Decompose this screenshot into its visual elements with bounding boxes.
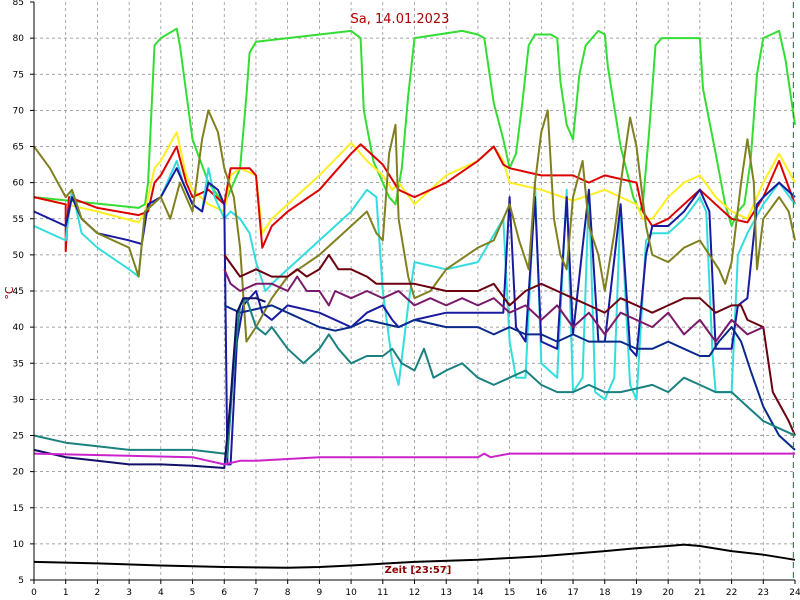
x-tick-label-1: 1 [63,588,69,598]
x-tick-label-0: 0 [31,588,37,598]
x-tick-label-17: 17 [567,588,578,598]
x-tick-label-19: 19 [631,588,643,598]
y-tick-label-35: 35 [13,359,24,369]
series-line-6 [33,109,796,343]
y-tick-label-75: 75 [13,70,24,80]
x-tick-label-6: 6 [221,588,227,598]
series-line-9 [223,304,796,451]
y-tick-label-25: 25 [13,432,24,442]
y-tick-label-5: 5 [18,576,24,586]
x-tick-label-7: 7 [253,588,259,598]
x-tick-label-24: 24 [789,588,800,598]
x-tick-label-4: 4 [158,588,164,598]
x-tick-label-2: 2 [95,588,101,598]
y-tick-label-45: 45 [13,287,24,297]
series-line-12 [33,452,795,466]
y-tick-label-80: 80 [13,34,25,44]
y-tick-label-55: 55 [13,215,24,225]
x-tick-label-11: 11 [377,588,388,598]
y-tick-label-65: 65 [13,143,24,153]
series-layer [33,27,796,569]
x-tick-label-12: 12 [409,588,420,598]
x-tick-label-9: 9 [317,588,323,598]
x-tick-label-3: 3 [126,588,132,598]
chart-title: Sa, 14.01.2023 [351,12,450,27]
x-tick-label-20: 20 [662,588,674,598]
y-tick-label-20: 20 [13,468,25,478]
axes [30,1,796,584]
series-line-3 [33,143,796,253]
x-tick-label-15: 15 [504,588,515,598]
y-tick-label-40: 40 [13,323,25,333]
series-line-7 [223,253,796,436]
x-tick-label-23: 23 [758,588,769,598]
y-tick-label-15: 15 [13,504,24,514]
x-tick-label-5: 5 [190,588,196,598]
y-tick-label-60: 60 [13,179,25,189]
y-tick-label-70: 70 [13,106,25,116]
x-tick-label-21: 21 [694,588,705,598]
series-line-5 [33,167,796,466]
y-tick-label-50: 50 [13,251,25,261]
x-tick-label-22: 22 [726,588,737,598]
x-tick-label-8: 8 [285,588,291,598]
x-tick-label-13: 13 [440,588,451,598]
series-line-11 [33,297,266,469]
x-tick-label-18: 18 [599,588,611,598]
y-tick-label-10: 10 [13,540,25,550]
y-tick-label-30: 30 [13,395,25,405]
x-tick-label-16: 16 [536,588,548,598]
x-axis-label: Zeit [23:57] [385,565,452,576]
series-line-8 [223,268,764,343]
series-line-13 [33,543,796,569]
y-axis-label: °C [3,286,16,300]
tick-labels: 0 1 2 3 4 5 6 7 8 9 10 11 12 13 14 15 16 17 18 19 20 21 22 23 24… [13,0,800,598]
x-tick-label-10: 10 [345,588,357,598]
x-tick-label-14: 14 [472,588,484,598]
y-tick-label-85: 85 [13,0,24,8]
